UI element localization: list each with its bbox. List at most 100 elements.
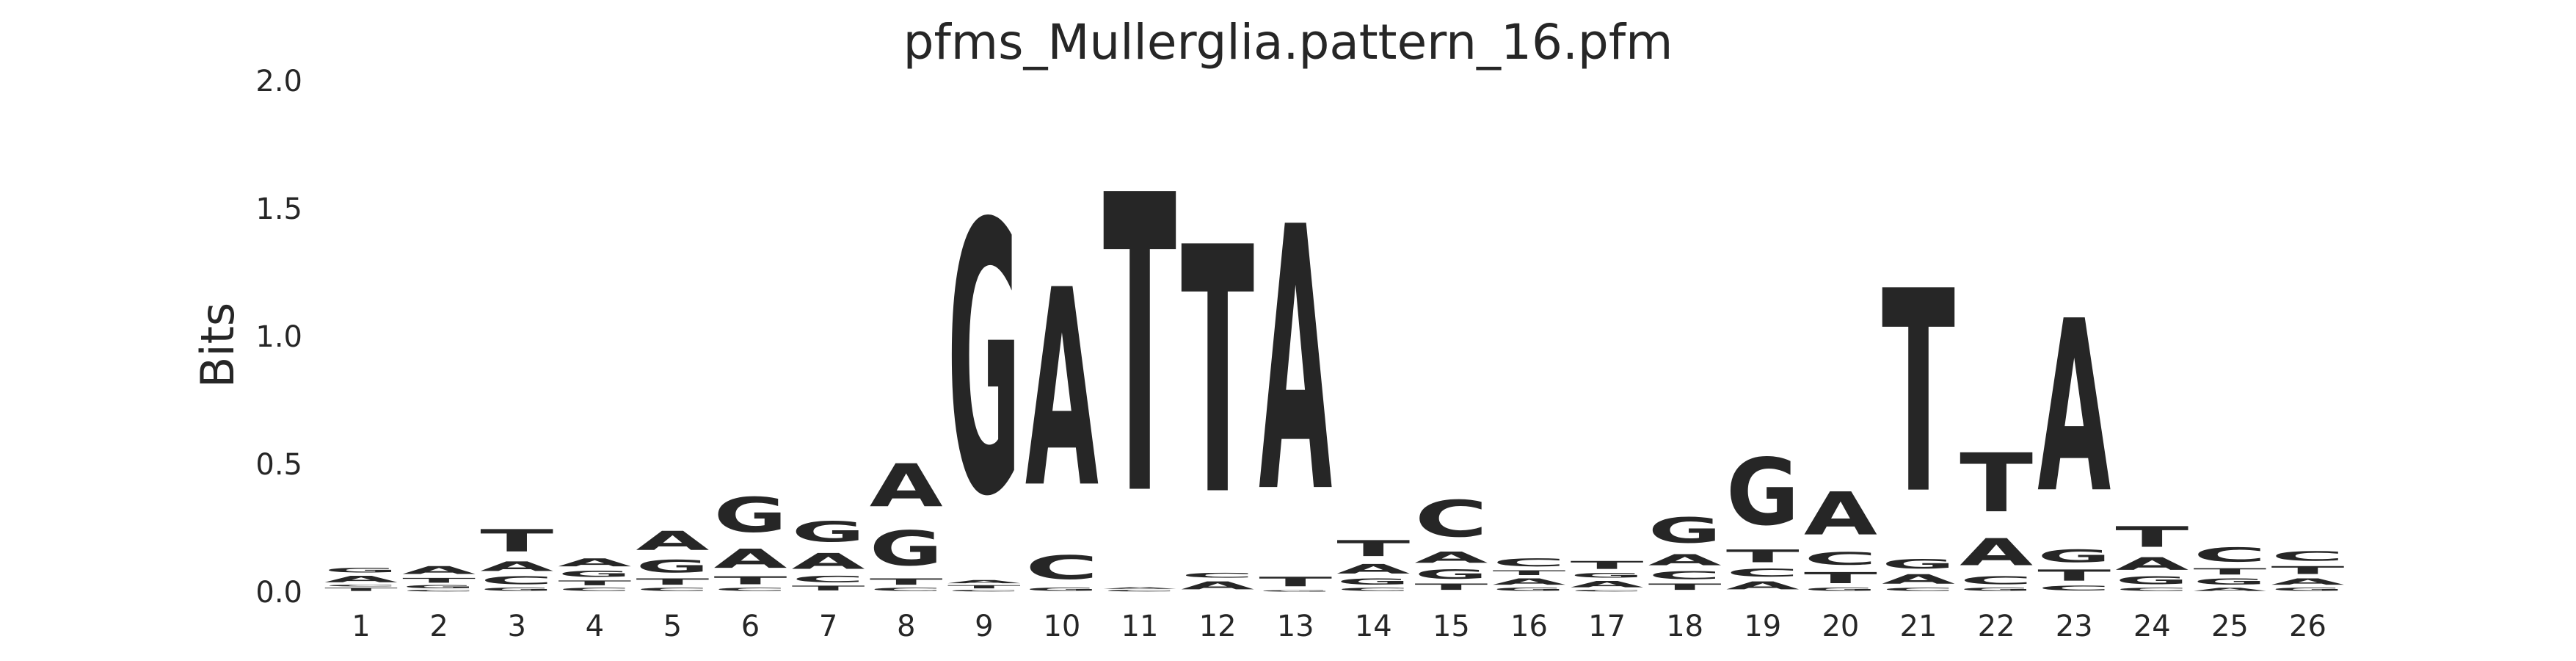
x-tick-label: 12 xyxy=(1199,610,1237,643)
x-tick-label: 21 xyxy=(1900,610,1938,643)
logo-letter-thymine: T xyxy=(1181,176,1255,571)
logo-letter-thymine: T xyxy=(1882,232,1956,555)
logo-letter-adenine: A xyxy=(714,543,787,574)
x-tick-label: 20 xyxy=(1822,610,1859,643)
logo-letter-cytosine: C xyxy=(1025,549,1099,587)
logo-letter-guanine: G xyxy=(1493,587,1566,592)
logo-letter-thymine: T xyxy=(1103,109,1177,585)
x-tick-label: 14 xyxy=(1355,610,1392,643)
logo-letter-thymine: T xyxy=(2037,566,2111,584)
logo-letter-thymine: T xyxy=(1648,582,1722,592)
logo-letter-thymine: T xyxy=(1804,569,1877,587)
logo-letter-thymine: T xyxy=(1571,559,1644,571)
logo-letter-cytosine: C xyxy=(1493,556,1566,568)
logo-letter-adenine: A xyxy=(1493,577,1566,587)
logo-letter-guanine: G xyxy=(792,516,865,549)
logo-letter-guanine: G xyxy=(2271,587,2345,592)
logo-letter-cytosine: C xyxy=(713,587,787,592)
logo-letter-adenine: A xyxy=(1648,551,1722,568)
logo-letter-thymine: T xyxy=(870,577,943,587)
logo-letter-thymine: T xyxy=(636,577,709,587)
logo-letter-guanine: G xyxy=(2115,574,2188,587)
logo-letter-thymine: T xyxy=(2271,564,2345,577)
logo-letter-cytosine: C xyxy=(870,587,943,592)
logo-letter-adenine: A xyxy=(2115,554,2188,574)
logo-letter-adenine: A xyxy=(2271,577,2345,587)
logo-letter-guanine: G xyxy=(558,569,631,579)
logo-letter-cytosine: C xyxy=(1571,590,1644,592)
y-tick-label: 2.0 xyxy=(255,65,302,98)
logo-letter-cytosine: C xyxy=(1103,590,1176,592)
logo-letter-thymine: T xyxy=(792,585,865,592)
logo-letter-adenine: A xyxy=(558,556,631,568)
x-tick-label: 19 xyxy=(1744,610,1781,643)
logo-letter-thymine: T xyxy=(2193,566,2266,577)
logo-letter-cytosine: C xyxy=(1336,587,1410,592)
logo-letter-guanine: G xyxy=(1571,571,1644,579)
logo-letter-guanine: G xyxy=(636,556,709,577)
logo-letter-guanine: G xyxy=(1336,577,1410,587)
x-tick-label: 7 xyxy=(819,610,837,643)
logo-letter-guanine: G xyxy=(2037,546,2111,567)
logo-letter-cytosine: C xyxy=(2115,587,2188,592)
x-tick-label: 11 xyxy=(1121,610,1159,643)
logo-letter-thymine: T xyxy=(1726,546,1800,567)
logo-letter-thymine: T xyxy=(480,524,553,559)
logo-letter-cytosine: C xyxy=(480,574,553,587)
logo-letter-stacks: TCAGCGTAGCATCTGACTGACTAGTCAGCTGACTAGGCAC… xyxy=(324,109,2344,592)
logo-letter-adenine: A xyxy=(1336,561,1410,577)
logo-letter-cytosine: C xyxy=(1960,574,2033,587)
logo-letter-cytosine: C xyxy=(402,590,476,592)
y-axis-label: Bits xyxy=(191,303,244,388)
y-tick-label: 0.5 xyxy=(255,448,302,482)
y-tick-label: 1.5 xyxy=(255,192,302,226)
logo-letter-cytosine: C xyxy=(1648,569,1722,582)
x-tick-label: 5 xyxy=(663,610,682,643)
logo-letter-cytosine: C xyxy=(947,590,1021,592)
logo-letter-adenine: A xyxy=(1181,579,1254,592)
logo-letter-guanine: G xyxy=(1414,566,1488,582)
x-axis-ticks: 1 2 3 4 5 6 7 8 9 10 11 12 13 14 15 16 17 18 19 20 21 22 23 24 2… xyxy=(352,610,2326,643)
logo-letter-guanine: G xyxy=(1804,587,1877,592)
x-tick-label: 3 xyxy=(507,610,525,643)
x-tick-label: 4 xyxy=(586,610,604,643)
logo-letter-guanine: G xyxy=(324,566,398,574)
logo-letter-thymine: T xyxy=(1259,574,1332,590)
x-tick-label: 15 xyxy=(1433,610,1470,643)
logo-letter-cytosine: C xyxy=(2271,549,2345,564)
x-tick-label: 23 xyxy=(2056,610,2093,643)
y-axis-ticks: 0.0 0.5 1.0 1.5 2.0 xyxy=(255,65,302,610)
logo-letter-adenine: A xyxy=(2193,587,2266,592)
x-tick-label: 8 xyxy=(897,610,915,643)
logo-letter-thymine: T xyxy=(2115,521,2188,554)
x-tick-label: 17 xyxy=(1588,610,1626,643)
logo-letter-cytosine: C xyxy=(2037,585,2111,592)
logo-letter-thymine: T xyxy=(402,577,476,584)
x-tick-label: 18 xyxy=(1666,610,1703,643)
logo-letter-adenine: A xyxy=(1882,571,1955,587)
x-tick-label: 22 xyxy=(1978,610,2015,643)
x-tick-label: 1 xyxy=(352,610,370,643)
x-tick-label: 6 xyxy=(741,610,760,643)
logo-letter-cytosine: C xyxy=(1181,571,1254,579)
logo-letter-adenine: A xyxy=(1804,480,1877,549)
logo-letter-adenine: A xyxy=(1571,579,1644,590)
x-tick-label: 24 xyxy=(2133,610,2171,643)
logo-letter-guanine: G xyxy=(1882,556,1955,571)
logo-letter-adenine: A xyxy=(636,526,709,556)
logo-letter-guanine: G xyxy=(1726,439,1800,546)
logo-letter-adenine: A xyxy=(480,559,553,574)
x-tick-label: 9 xyxy=(975,610,993,643)
x-tick-label: 25 xyxy=(2211,610,2249,643)
logo-letter-guanine: G xyxy=(2193,577,2266,587)
x-tick-label: 16 xyxy=(1510,610,1548,643)
logo-letter-thymine: T xyxy=(1336,536,1410,562)
logo-letter-cytosine: C xyxy=(792,574,865,585)
logo-letter-adenine: A xyxy=(947,579,1021,585)
logo-letter-adenine: A xyxy=(1960,531,2033,574)
logo-letter-guanine: G xyxy=(1960,587,2033,592)
logo-letter-adenine: A xyxy=(1414,549,1488,566)
logo-letter-guanine: G xyxy=(714,488,787,543)
logo-letter-adenine: A xyxy=(402,564,476,577)
